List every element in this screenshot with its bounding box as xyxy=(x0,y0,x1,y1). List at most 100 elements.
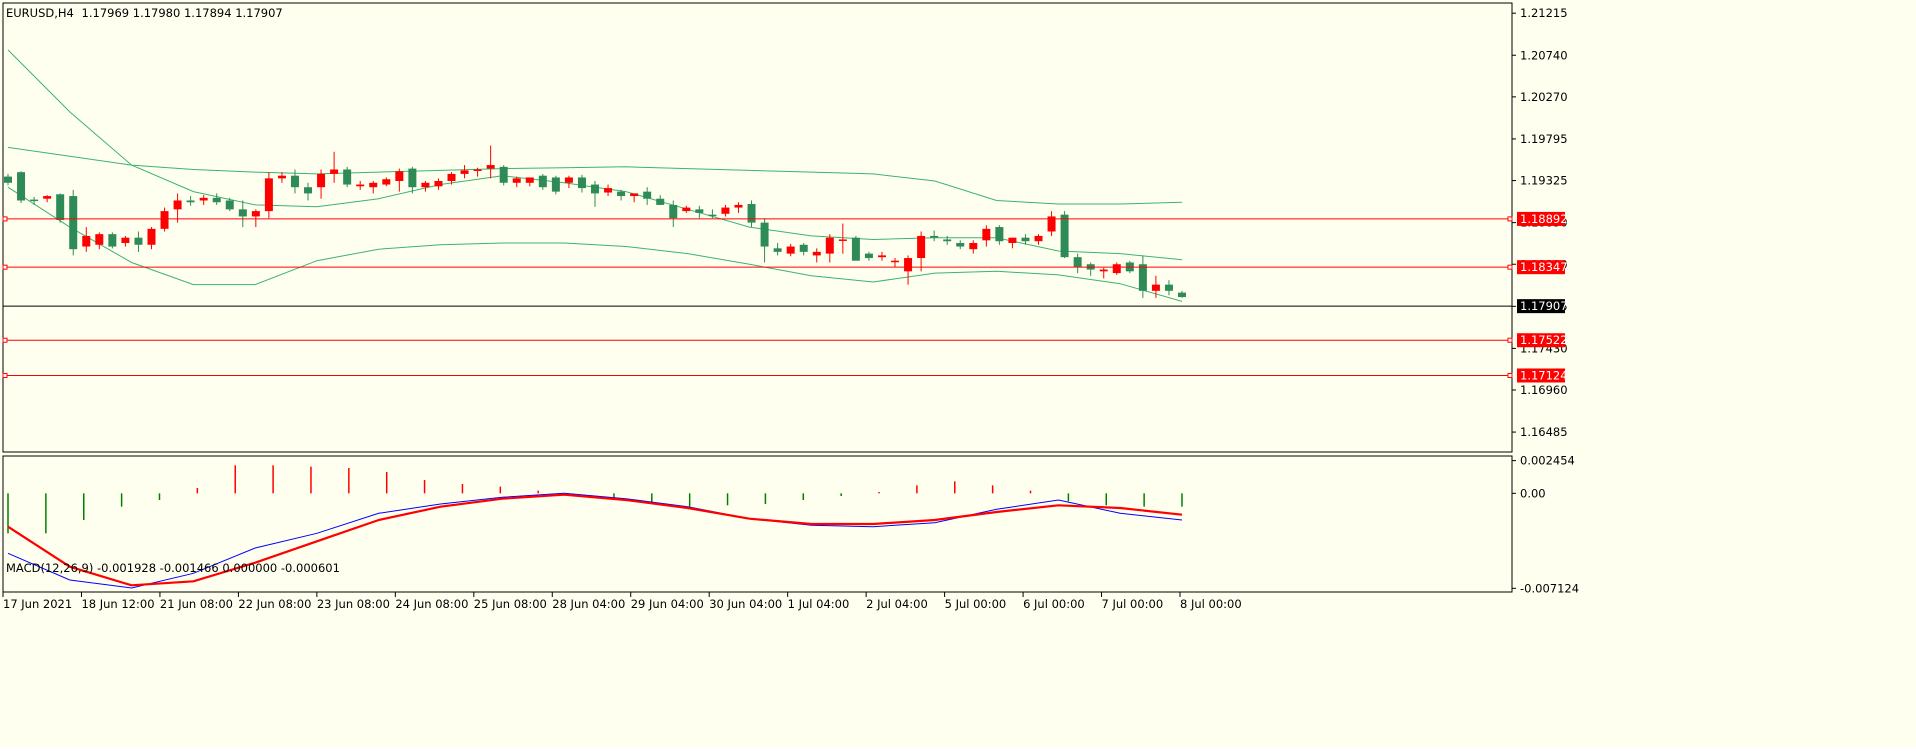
candle-body xyxy=(238,209,247,217)
candle-body xyxy=(304,187,313,194)
candle-body xyxy=(799,244,808,252)
level-handle-left xyxy=(2,216,8,222)
time-tick-label: 22 Jun 08:00 xyxy=(238,597,311,611)
candle-body xyxy=(591,184,599,194)
candle-body xyxy=(1060,214,1069,258)
level-price-box xyxy=(1517,368,1565,383)
candle-body xyxy=(434,181,443,187)
candle-body xyxy=(134,237,143,245)
time-tick-label: 7 Jul 00:00 xyxy=(1102,597,1164,611)
candle-body xyxy=(17,172,26,201)
candle-body xyxy=(838,239,847,241)
candle-body xyxy=(956,242,965,247)
candle-body xyxy=(1138,264,1147,291)
candle-body xyxy=(4,176,12,183)
level-handle-right xyxy=(1507,264,1513,270)
candle-body xyxy=(369,182,378,188)
candle-body xyxy=(121,237,130,243)
level-price-box xyxy=(1517,211,1565,226)
candle-body xyxy=(82,235,91,247)
candle-body xyxy=(1151,284,1160,291)
time-tick-label: 8 Jul 00:00 xyxy=(1180,597,1242,611)
candle-body xyxy=(917,235,926,259)
candle-body xyxy=(147,228,156,245)
level-price-label: 1.18347 xyxy=(1520,260,1568,274)
ohlc-close: 1.17907 xyxy=(235,6,283,20)
time-tick-label: 18 Jun 12:00 xyxy=(81,597,154,611)
candle-body xyxy=(969,242,978,250)
time-tick-label: 17 Jun 2021 xyxy=(3,597,72,611)
candle-body xyxy=(69,196,78,250)
time-tick-label: 28 Jun 04:00 xyxy=(552,597,625,611)
macd-main-line xyxy=(7,492,1183,589)
candle-body xyxy=(160,211,169,229)
bollinger-bands xyxy=(7,49,1183,302)
level-price-label: 1.17124 xyxy=(1520,368,1568,382)
candle-body xyxy=(995,227,1004,242)
candle-body xyxy=(682,207,691,212)
candle-body xyxy=(512,178,521,183)
candle-body xyxy=(382,179,391,185)
macd-indicator xyxy=(7,465,1183,589)
candle-body xyxy=(290,175,299,188)
candle-body xyxy=(695,209,704,213)
price-tick-label: 1.20270 xyxy=(1520,90,1568,104)
candle-body xyxy=(330,169,339,174)
candle-body xyxy=(630,193,639,197)
candle-body xyxy=(904,258,913,272)
candle-body xyxy=(186,200,195,203)
candle-body xyxy=(173,200,182,210)
candle-body xyxy=(212,197,221,203)
level-price-label: 1.17522 xyxy=(1520,333,1568,347)
candle-body xyxy=(277,175,286,179)
candle-body xyxy=(617,191,626,197)
candle-body xyxy=(721,207,730,214)
candle-body xyxy=(421,182,430,188)
candle-body xyxy=(1034,235,1043,242)
symbol-label: EURUSD,H4 xyxy=(6,6,74,20)
macd-tick-label: 0.00 xyxy=(1520,486,1546,500)
time-tick-label: 5 Jul 00:00 xyxy=(945,597,1007,611)
candle-body xyxy=(525,177,534,183)
candle-body xyxy=(499,166,508,183)
candle-body xyxy=(460,170,469,174)
axes: 1.21215 1.20740 1.20270 1.19795 1.19325 1.188… xyxy=(2,6,1579,611)
candle-body xyxy=(199,197,208,201)
ohlc-low: 1.17894 xyxy=(183,6,232,20)
price-tick-label: 1.16485 xyxy=(1520,425,1568,439)
candle-body xyxy=(408,168,417,188)
candle-body xyxy=(1178,292,1186,298)
candle-body xyxy=(264,178,273,212)
price-tick-label: 1.19795 xyxy=(1520,132,1568,146)
candle-body xyxy=(825,237,834,254)
candle-body xyxy=(551,177,560,192)
candle-body xyxy=(251,211,260,217)
candle-body xyxy=(1099,269,1108,272)
candle-body xyxy=(864,253,873,259)
level-handle-right xyxy=(1507,216,1513,222)
candle-body xyxy=(1008,237,1017,243)
level-handle-right xyxy=(1507,372,1513,378)
time-tick-label: 30 Jun 04:00 xyxy=(709,597,782,611)
price-tick-label: 1.16960 xyxy=(1520,383,1568,397)
ohlc-open: 1.17969 xyxy=(81,6,130,20)
candle-body xyxy=(317,173,326,188)
main-frame xyxy=(2,2,1513,453)
candle-body xyxy=(604,188,613,193)
candle-body xyxy=(786,246,795,254)
candle-body xyxy=(851,237,860,261)
time-tick-label: 6 Jul 00:00 xyxy=(1023,597,1085,611)
candle-body xyxy=(747,204,756,223)
candle-body xyxy=(108,234,117,247)
bollinger-lower xyxy=(7,186,1183,302)
candle-body xyxy=(1112,264,1121,274)
candle-body xyxy=(760,222,769,247)
time-tick-label: 24 Jun 08:00 xyxy=(395,597,468,611)
price-tick-label: 1.20740 xyxy=(1520,48,1568,62)
candle-body xyxy=(930,235,939,238)
time-tick-label: 21 Jun 08:00 xyxy=(160,597,233,611)
candle-body xyxy=(773,248,782,252)
candle-body xyxy=(395,171,404,182)
